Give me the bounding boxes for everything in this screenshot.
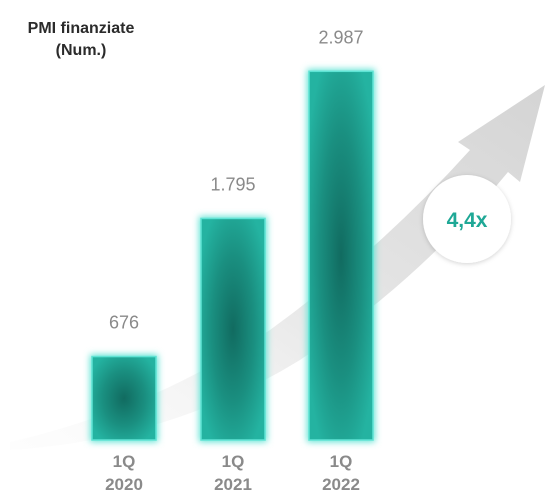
x-tick-label-0-line-0: 1Q [113, 452, 136, 471]
bars-group [90, 69, 375, 443]
x-tick-label-1-line-1: 2021 [214, 475, 252, 494]
bar-2 [308, 70, 374, 441]
chart-title-line-2: (Num.) [55, 42, 107, 59]
chart-title-line-1: PMI finanziate [27, 20, 135, 37]
x-tick-label-2-line-0: 1Q [330, 452, 353, 471]
growth-arrow [10, 85, 545, 450]
x-axis-labels-group: 1Q 2020 1Q 2021 1Q 2022 [105, 452, 360, 494]
value-labels-group: 676 1.795 2.987 [109, 27, 364, 332]
chart-title: PMI finanziate (Num.) [8, 18, 154, 62]
bar-value-label-1: 1.795 [210, 174, 255, 194]
x-tick-label-2-line-1: 2022 [322, 475, 360, 494]
x-tick-label-0-line-1: 2020 [105, 475, 143, 494]
growth-badge: 4,4x [423, 175, 511, 263]
growth-badge-label: 4,4x [447, 209, 488, 232]
bar-1 [200, 217, 266, 441]
bar-value-label-0: 676 [109, 313, 139, 333]
bar-0 [91, 355, 157, 441]
x-tick-label-1-line-0: 1Q [222, 452, 245, 471]
bar-value-label-2: 2.987 [318, 27, 363, 47]
